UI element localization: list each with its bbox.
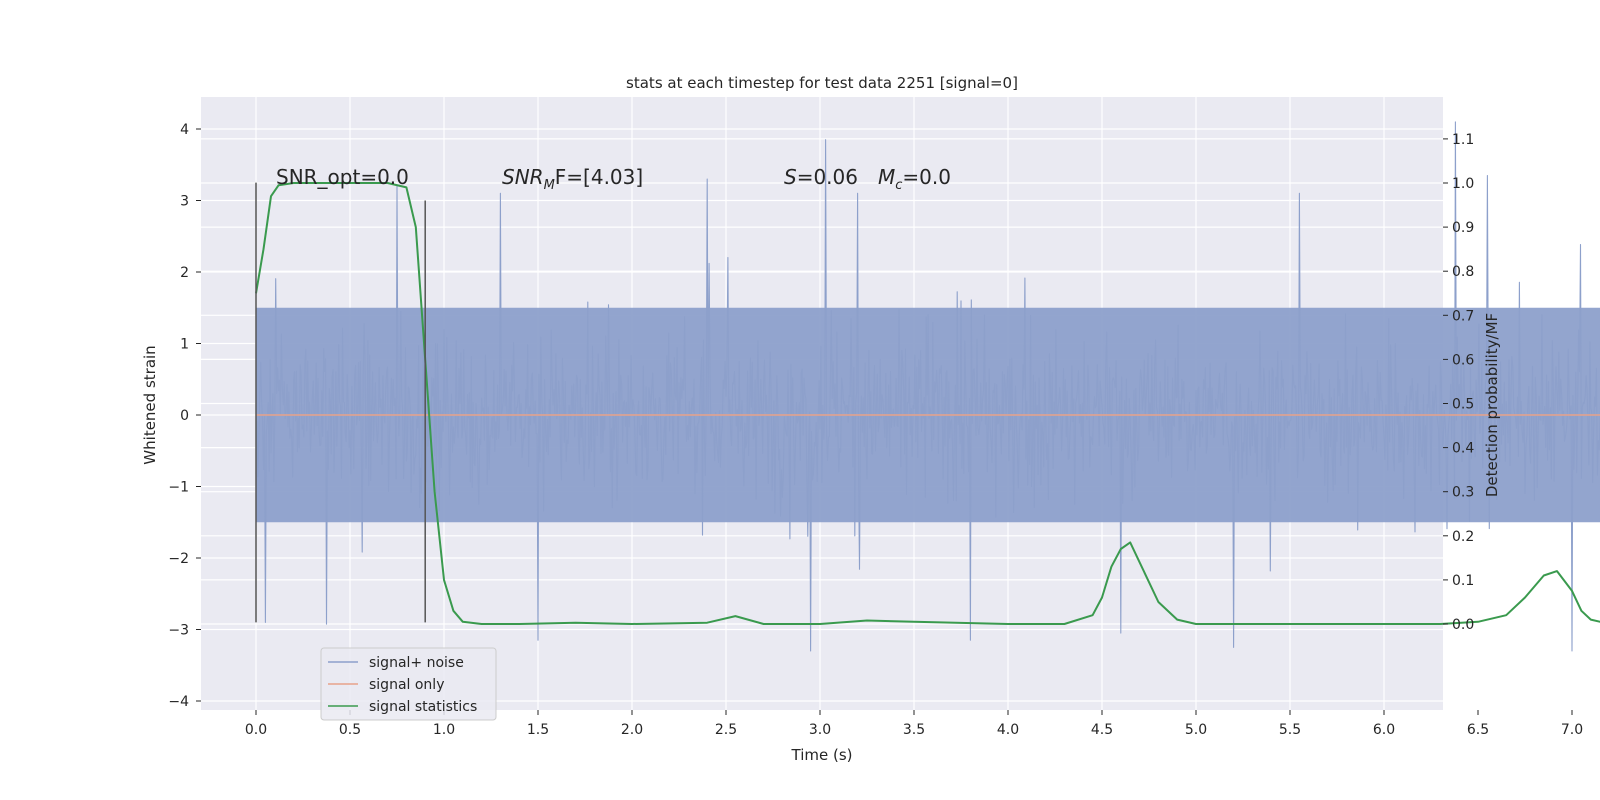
x-tick-label: 1.5 [527,722,549,738]
x-tick-label: 6.0 [1373,722,1395,738]
x-tick-label: 2.0 [621,722,643,738]
legend-label-signal-statistics: signal statistics [369,699,477,715]
y-tick-label-right: 0.8 [1452,264,1474,280]
signal-statistics-line [255,182,1600,625]
y-tick-label-left: 2 [180,265,189,281]
x-tick-label: 0.0 [245,722,267,738]
y-tick-label-right: 0.0 [1452,617,1474,633]
y-tick-label-left: 3 [180,194,189,210]
annotation-mc-tail: =0.0 [902,165,951,189]
y-tick-label-right: 1.1 [1452,132,1474,148]
annotation-snr-opt: SNR_opt=0.0 [276,165,409,189]
y-tick-label-left: 0 [180,408,189,424]
x-tick-label: 5.0 [1185,722,1207,738]
y-tick-label-left: 1 [180,337,189,353]
legend-label-signal-only: signal only [369,677,444,693]
legend-label-signal-plus-noise: signal+ noise [369,655,464,671]
legend-box [320,647,497,721]
y-tick-label-left: −1 [168,480,189,496]
y-tick-label-right: 0.2 [1452,529,1474,545]
annotation-mc-main: M [878,165,895,189]
annotation-mc-sub: c [895,178,902,193]
x-tick-label: 4.5 [1091,722,1113,738]
x-tick-label: 4.0 [997,722,1019,738]
y-tick-label-right: 1.0 [1452,176,1474,192]
series-lines [255,182,1600,625]
annotation-s-tail: =0.06 [797,165,858,189]
y-tick-label-right: 0.3 [1452,485,1474,501]
y-tick-label-right: 0.7 [1452,308,1474,324]
x-tick-label: 1.0 [433,722,455,738]
y-tick-label-left: 4 [180,122,189,138]
y-tick-label-left: −2 [168,551,189,567]
y-tick-label-right: 0.1 [1452,573,1474,589]
x-tick-label: 0.5 [339,722,361,738]
vertical-markers [255,182,426,623]
annotation-s: S=0.06 [784,165,858,189]
x-axis-label: Time (s) [791,746,853,764]
y-tick-label-right: 0.6 [1452,352,1474,368]
x-tick-label: 3.0 [809,722,831,738]
legend: signal+ noise signal only signal statist… [320,647,497,721]
annotation-snr-mf-main: SNR [502,165,544,189]
axis-ticks: 0.0 0.5 1.0 1.5 2.0 2.5 3.0 3.5 4.0 4.5 5.0 5.5 6.0 6… [168,122,1583,738]
x-tick-label: 5.5 [1279,722,1301,738]
y-tick-label-left: −4 [168,694,189,710]
x-tick-label: 6.5 [1467,722,1489,738]
y-axis-label-right: Detection probability/MF [1483,313,1501,497]
y-tick-label-right: 0.9 [1452,220,1474,236]
annotation-s-main: S [784,165,797,189]
chart-title: stats at each timestep for test data 225… [626,74,1018,92]
y-tick-label-right: 0.5 [1452,397,1474,413]
y-tick-label-right: 0.4 [1452,441,1474,457]
x-tick-label: 3.5 [903,722,925,738]
annotation-snr-mf-sub: M [544,178,555,193]
y-tick-label-left: −3 [168,623,189,639]
x-tick-label: 2.5 [715,722,737,738]
annotation-snr-mf-tail: F=[4.03] [555,165,643,189]
annotation-mc: Mc=0.0 [878,165,951,193]
x-tick-label: 7.0 [1561,722,1583,738]
annotation-snr-mf: SNRMF=[4.03] [502,165,643,193]
y-axis-label-left: Whitened strain [141,345,159,464]
